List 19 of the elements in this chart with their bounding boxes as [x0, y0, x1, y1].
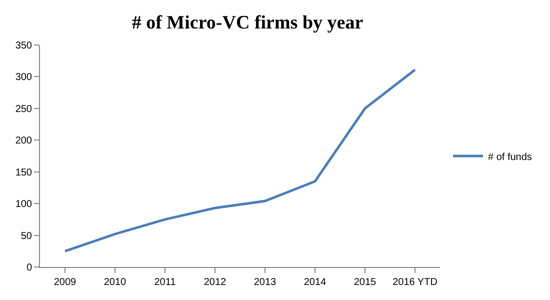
x-tick-label: 2015 — [354, 277, 377, 288]
y-tick-label: 50 — [20, 230, 32, 242]
y-tick-label: 0 — [26, 262, 32, 274]
y-tick-label: 300 — [15, 72, 32, 84]
y-tick-label: 200 — [15, 136, 32, 147]
y-tick-label: 350 — [15, 40, 32, 52]
x-tick-label: 2009 — [54, 277, 77, 288]
y-tick-label: 100 — [15, 199, 32, 210]
x-tick-label: 2016 YTD — [392, 277, 438, 288]
chart-title: # of Micro-VC firms by year — [132, 12, 364, 34]
x-tick-label: 2014 — [304, 277, 327, 288]
y-tick-label: 150 — [15, 167, 32, 178]
x-tick-label: 2013 — [254, 277, 277, 288]
x-tick-label: 2011 — [154, 277, 176, 288]
x-tick-label: 2012 — [204, 277, 227, 288]
line-series — [64, 68, 416, 252]
x-tick-label: 2010 — [104, 277, 127, 288]
y-tick-label: 250 — [15, 104, 32, 115]
legend-label: # of funds — [488, 152, 532, 163]
